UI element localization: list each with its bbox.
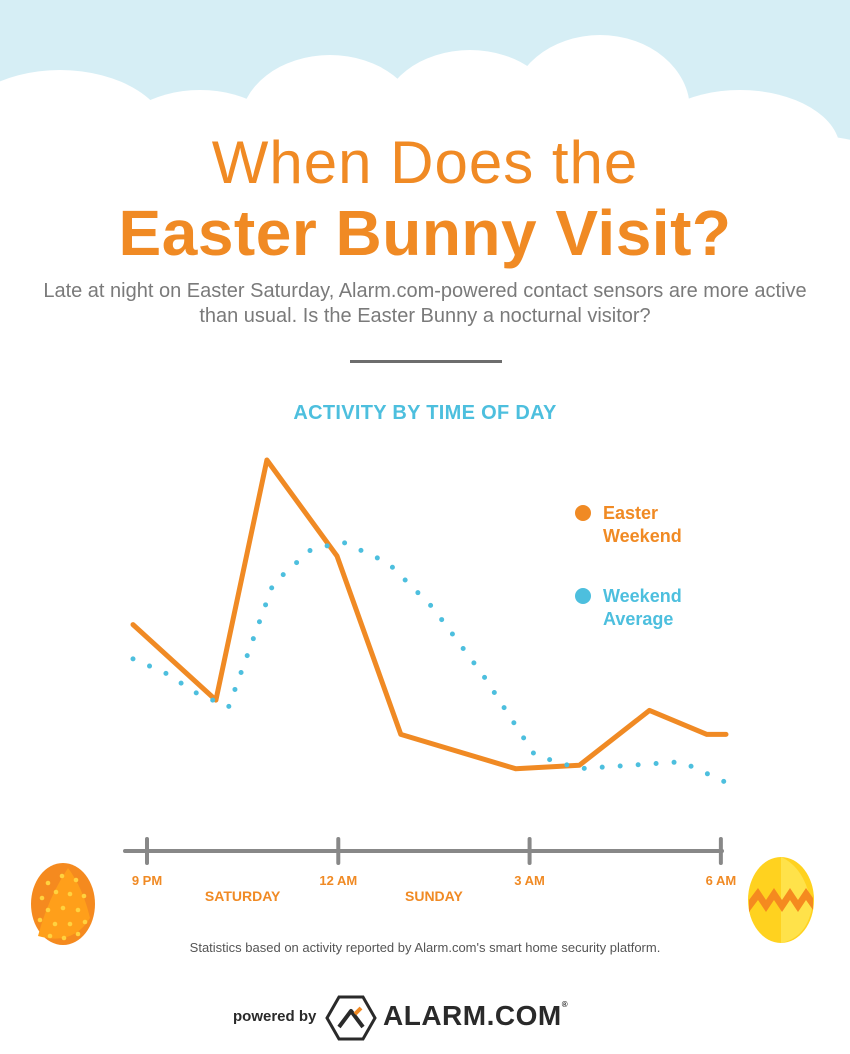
orange-egg-icon: [31, 863, 95, 945]
cloud-banner: [0, 0, 850, 170]
x-day-label: SATURDAY: [205, 888, 281, 904]
activity-chart: 9 PM 12 AM 3 AM 6 AM SATURDAY SUNDAY: [123, 457, 737, 904]
legend-label-average-line1: Weekend: [603, 586, 682, 606]
page-title-line2: Easter Bunny Visit?: [118, 197, 732, 269]
legend-label-easter-line1: Easter: [603, 503, 659, 523]
page-title-line1: When Does the: [211, 129, 639, 196]
footnote: Statistics based on activity reported by…: [189, 940, 661, 955]
powered-by-logo: powered by ALARM.COM®: [233, 995, 633, 1041]
powered-by-text: powered by: [233, 1008, 317, 1025]
registered-mark: ®: [561, 1000, 569, 1009]
divider: [350, 360, 502, 363]
legend-label-easter-line2: Weekend: [603, 526, 682, 546]
x-tick-label: 9 PM: [132, 873, 162, 888]
subtitle: Late at night on Easter Saturday, Alarm.…: [43, 280, 807, 327]
brand-text: ALARM.COM: [383, 1000, 562, 1031]
legend-dot-average: [575, 588, 591, 604]
x-tick-label: 3 AM: [514, 873, 545, 888]
x-tick-label: 6 AM: [706, 873, 737, 888]
brand-name: ALARM.COM®: [383, 1000, 568, 1032]
yellow-egg-icon: [748, 857, 814, 943]
x-day-label: SUNDAY: [405, 888, 463, 904]
series-easter-weekend-line: [130, 457, 729, 772]
alarm-logo-icon: [325, 995, 377, 1041]
legend-label-average-line2: Average: [603, 609, 674, 629]
chart-title: ACTIVITY BY TIME OF DAY: [293, 402, 557, 424]
x-tick-label: 12 AM: [319, 873, 357, 888]
legend-dot-easter: [575, 505, 591, 521]
